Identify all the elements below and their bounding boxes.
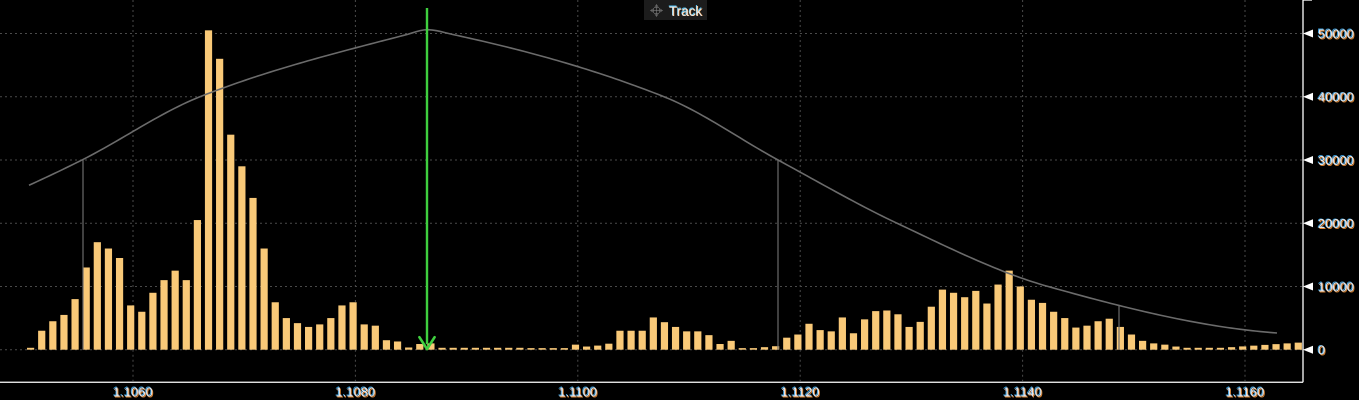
svg-text:1.1060: 1.1060 <box>113 385 153 400</box>
svg-text:40000: 40000 <box>1318 90 1354 105</box>
svg-text:1.1120: 1.1120 <box>781 385 820 400</box>
svg-text:10000: 10000 <box>1318 279 1354 294</box>
svg-text:30000: 30000 <box>1318 153 1354 168</box>
svg-text:0: 0 <box>1318 343 1325 358</box>
svg-text:1.1100: 1.1100 <box>558 385 597 400</box>
svg-text:50000: 50000 <box>1318 27 1354 42</box>
svg-text:1.1140: 1.1140 <box>1003 385 1042 400</box>
svg-text:1.1160: 1.1160 <box>1226 385 1265 400</box>
svg-text:20000: 20000 <box>1318 216 1354 231</box>
svg-text:1.1080: 1.1080 <box>336 385 376 400</box>
